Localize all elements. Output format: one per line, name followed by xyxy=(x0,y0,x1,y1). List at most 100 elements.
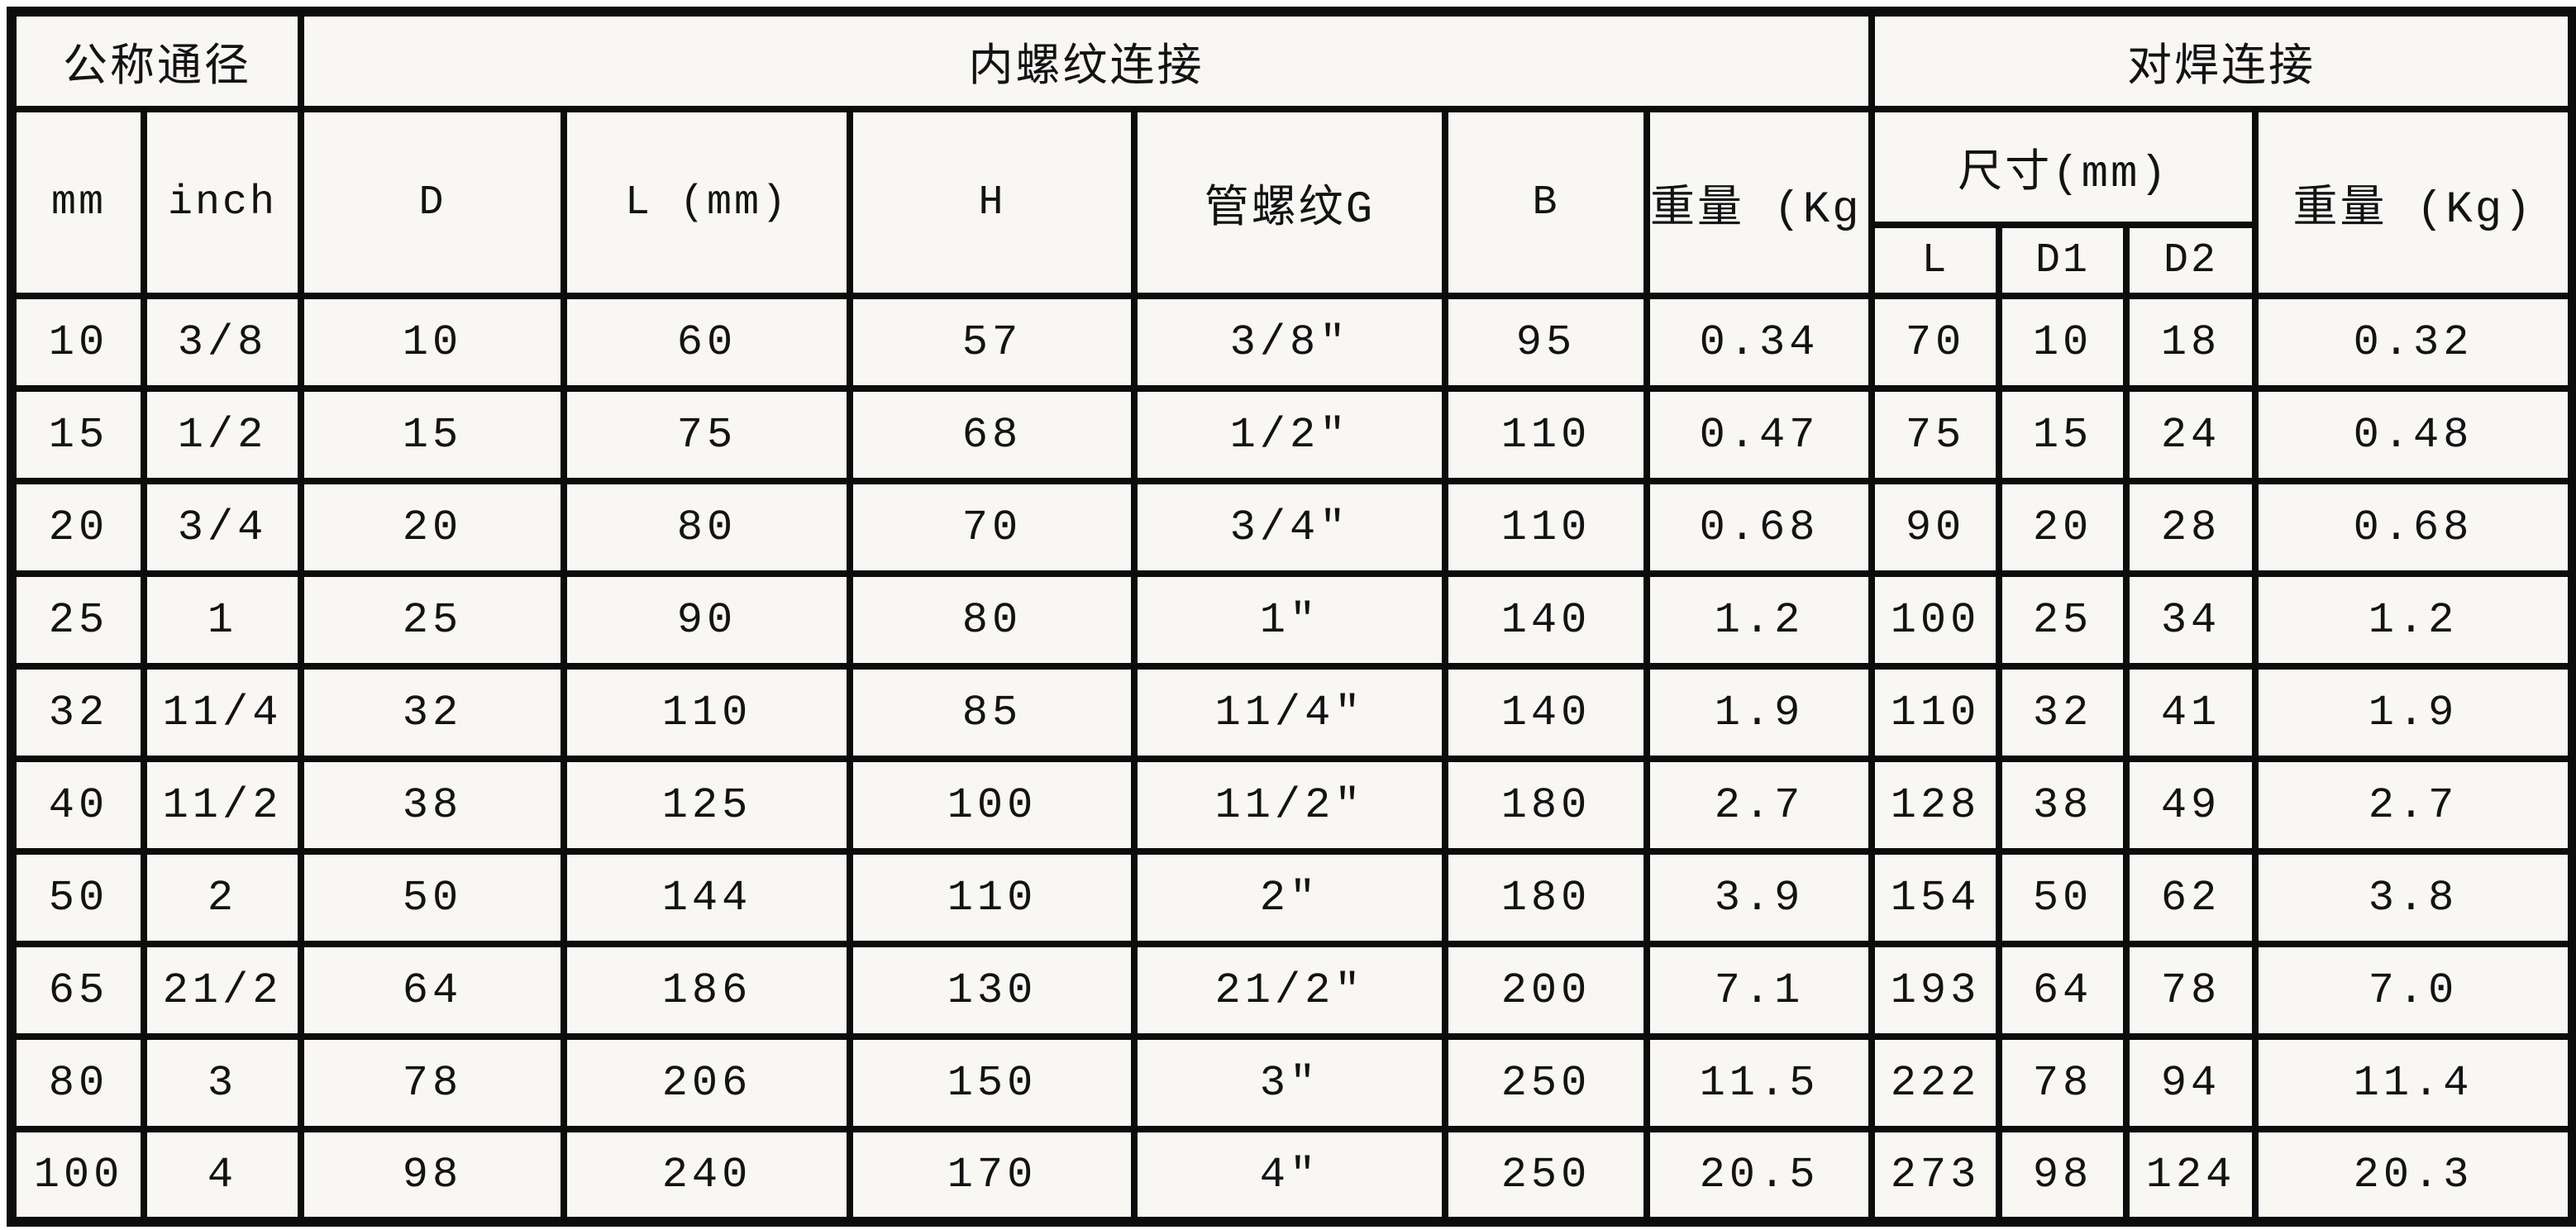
table-cell: 64 xyxy=(1996,941,2130,1040)
table-cell: 20.5 xyxy=(1643,1126,1876,1225)
table-cell: 154 xyxy=(1868,848,2003,947)
table-row: 25 1 25 90 80 1″ 140 1.2 100 25 34 1.2 xyxy=(8,570,2576,670)
table-cell: 250 xyxy=(1442,1126,1650,1225)
table-cell: 170 xyxy=(847,1126,1138,1225)
table-cell: 21/2″ xyxy=(1131,941,1448,1040)
table-cell: 130 xyxy=(847,941,1138,1040)
table-cell: 140 xyxy=(1442,570,1650,670)
table-cell: 20 xyxy=(1996,478,2130,577)
table-cell: 100 xyxy=(1868,570,2003,670)
table-cell: 144 xyxy=(561,848,853,947)
table-cell: 273 xyxy=(1868,1126,2003,1225)
table-cell: 1.2 xyxy=(2252,570,2576,670)
table-row: 32 11/4 32 110 85 11/4″ 140 1.9 110 32 41 1.9 xyxy=(8,663,2576,762)
table-row: 20 3/4 20 80 70 3/4″ 110 0.68 90 20 28 0.68 xyxy=(8,478,2576,577)
table-cell: 110 xyxy=(1868,663,2003,762)
table-cell: 1/2″ xyxy=(1131,385,1448,484)
table-cell: 193 xyxy=(1868,941,2003,1040)
header-weight-threaded: 重量 (Kg) xyxy=(1643,106,1876,299)
table-cell: 98 xyxy=(298,1126,567,1225)
table-cell: 140 xyxy=(1442,663,1650,762)
table-cell: 94 xyxy=(2123,1033,2259,1132)
table-cell: 40 xyxy=(8,756,147,855)
table-cell: 180 xyxy=(1442,848,1650,947)
table-row: 100 4 98 240 170 4″ 250 20.5 273 98 124 20.3 xyxy=(8,1126,2576,1225)
table-cell: 80 xyxy=(847,570,1138,670)
header-l-mm: L (mm) xyxy=(561,106,853,299)
table-cell: 64 xyxy=(298,941,567,1040)
table-cell: 50 xyxy=(8,848,147,947)
table-cell: 206 xyxy=(561,1033,853,1132)
table-cell: 32 xyxy=(1996,663,2130,762)
table-cell: 10 xyxy=(8,293,147,392)
table-cell: 78 xyxy=(2123,941,2259,1040)
table-cell: 100 xyxy=(8,1126,147,1225)
table-cell: 32 xyxy=(8,663,147,762)
header-nominal-diameter: 公称通径 xyxy=(8,8,304,112)
table-cell: 11/4 xyxy=(141,663,304,762)
table-cell: 222 xyxy=(1868,1033,2003,1132)
table-cell: 4″ xyxy=(1131,1126,1448,1225)
header-pipe-thread-g: 管螺纹G xyxy=(1131,106,1448,299)
table-cell: 34 xyxy=(2123,570,2259,670)
table-cell: 3″ xyxy=(1131,1033,1448,1132)
table-cell: 180 xyxy=(1442,756,1650,855)
table-cell: 85 xyxy=(847,663,1138,762)
table-row: 80 3 78 206 150 3″ 250 11.5 222 78 94 11.4 xyxy=(8,1033,2576,1132)
table-cell: 15 xyxy=(8,385,147,484)
header-butt-weld-connection: 对焊连接 xyxy=(1868,8,2576,112)
table-cell: 57 xyxy=(847,293,1138,392)
table-cell: 1.2 xyxy=(1643,570,1876,670)
table-cell: 0.68 xyxy=(2252,478,2576,577)
table-cell: 3/8″ xyxy=(1131,293,1448,392)
table-cell: 98 xyxy=(1996,1126,2130,1225)
table-cell: 128 xyxy=(1868,756,2003,855)
table-cell: 200 xyxy=(1442,941,1650,1040)
table-cell: 1 xyxy=(141,570,304,670)
table-cell: 11.5 xyxy=(1643,1033,1876,1132)
table-cell: 80 xyxy=(561,478,853,577)
table-cell: 38 xyxy=(1996,756,2130,855)
table-cell: 125 xyxy=(561,756,853,855)
table-cell: 1″ xyxy=(1131,570,1448,670)
table-cell: 7.1 xyxy=(1643,941,1876,1040)
table-cell: 1/2 xyxy=(141,385,304,484)
table-cell: 50 xyxy=(298,848,567,947)
table-cell: 0.48 xyxy=(2252,385,2576,484)
table-cell: 25 xyxy=(8,570,147,670)
table-cell: 10 xyxy=(1996,293,2130,392)
table-cell: 240 xyxy=(561,1126,853,1225)
table-cell: 62 xyxy=(2123,848,2259,947)
table-cell: 65 xyxy=(8,941,147,1040)
header-size-sub-row: L D1 D2 xyxy=(12,222,2573,299)
header-b: B xyxy=(1442,106,1650,299)
table-cell: 3 xyxy=(141,1033,304,1132)
header-female-thread-connection: 内螺纹连接 xyxy=(297,8,1876,112)
table-cell: 11/2 xyxy=(141,756,304,855)
table-cell: 0.68 xyxy=(1643,478,1876,577)
table-cell: 3/8 xyxy=(141,293,304,392)
table-cell: 75 xyxy=(561,385,853,484)
valve-dimensions-table: 公称通径 内螺纹连接 对焊连接 mm inch D L (mm) H 管螺纹G … xyxy=(7,7,2576,1227)
table-cell: 4 xyxy=(141,1126,304,1225)
table-cell: 100 xyxy=(847,756,1138,855)
table-cell: 186 xyxy=(561,941,853,1040)
table-cell: 0.47 xyxy=(1643,385,1876,484)
table-cell: 95 xyxy=(1442,293,1650,392)
table-cell: 3.9 xyxy=(1643,848,1876,947)
table-cell: 124 xyxy=(2123,1126,2259,1225)
table-cell: 28 xyxy=(2123,478,2259,577)
table-cell: 70 xyxy=(1868,293,2003,392)
table-cell: 41 xyxy=(2123,663,2259,762)
table-cell: 78 xyxy=(298,1033,567,1132)
table-cell: 25 xyxy=(298,570,567,670)
table-cell: 10 xyxy=(298,293,567,392)
header-mm: mm xyxy=(8,106,147,299)
table-cell: 0.34 xyxy=(1643,293,1876,392)
table-cell: 25 xyxy=(1996,570,2130,670)
table-cell: 150 xyxy=(847,1033,1138,1132)
table-cell: 110 xyxy=(847,848,1138,947)
header-sub-row: mm inch D L (mm) H 管螺纹G B 重量 (Kg) 尺寸(mm)… xyxy=(8,106,2576,299)
header-group-row: 公称通径 内螺纹连接 对焊连接 xyxy=(8,8,2576,112)
